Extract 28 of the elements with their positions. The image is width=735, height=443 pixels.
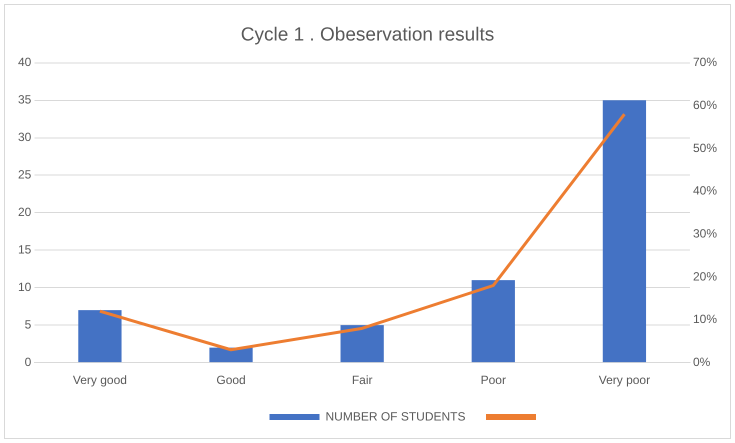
legend-label: NUMBER OF STUDENTS bbox=[326, 409, 466, 424]
y-tick-label: 15 bbox=[18, 242, 32, 256]
y-tick-label: 10 bbox=[18, 280, 32, 294]
y2-tick-label: 40% bbox=[692, 184, 718, 198]
chart-title: Cycle 1 . Obeservation results bbox=[240, 24, 494, 46]
y2-tick-label: 10% bbox=[692, 312, 718, 326]
y-tick-label: 25 bbox=[18, 168, 32, 182]
y-tick-label: 5 bbox=[24, 317, 32, 332]
bar bbox=[78, 310, 122, 362]
bar bbox=[472, 280, 515, 362]
x-tick-label: Good bbox=[216, 373, 246, 388]
y-tick-label: 0 bbox=[24, 354, 32, 369]
y-tick-label: 35 bbox=[18, 92, 32, 107]
y-tick-label: 30 bbox=[18, 130, 32, 144]
y2-tick-label: 20% bbox=[692, 269, 718, 284]
y2-tick-label: 70% bbox=[692, 55, 718, 70]
y2-tick-label: 30% bbox=[692, 226, 718, 240]
x-tick-label: Poor bbox=[480, 373, 506, 388]
x-tick-label: Very poor bbox=[598, 373, 650, 388]
x-tick-label: Very good bbox=[72, 373, 127, 388]
y2-tick-label: 50% bbox=[692, 140, 718, 155]
x-tick-label: Fair bbox=[352, 373, 372, 388]
bar bbox=[340, 325, 384, 362]
y-tick-label: 40 bbox=[18, 55, 32, 70]
bar bbox=[602, 100, 646, 362]
y2-tick-label: 0% bbox=[692, 354, 711, 369]
y2-tick-label: 60% bbox=[692, 98, 718, 112]
y-tick-label: 20 bbox=[18, 205, 32, 220]
